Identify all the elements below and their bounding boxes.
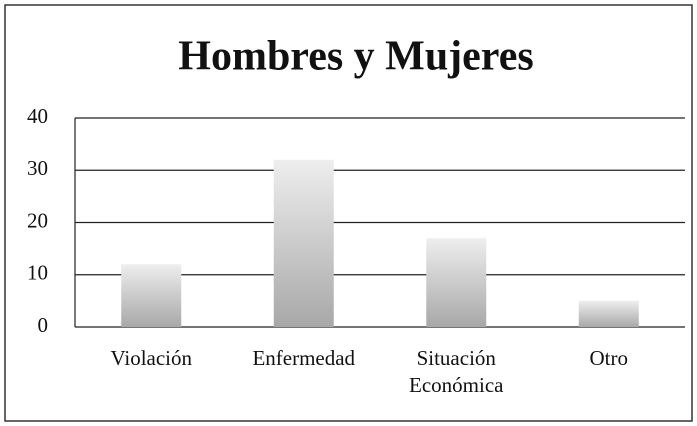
x-tick-label: Enfermedad: [252, 346, 355, 370]
x-tick-label: Otro: [590, 346, 629, 370]
x-tick-label: Situación Económica: [409, 346, 504, 397]
x-tick-label: Violación: [110, 346, 192, 370]
y-tick-label: 0: [38, 313, 49, 337]
bar: [426, 238, 487, 327]
y-tick-label: 30: [27, 156, 48, 180]
chart-frame: [4, 4, 693, 422]
y-tick-label: 10: [27, 261, 48, 285]
y-tick-label: 40: [27, 104, 48, 128]
bar: [273, 159, 334, 327]
bar: [578, 300, 639, 327]
bar: [121, 264, 182, 327]
y-tick-label: 20: [27, 208, 48, 232]
chart-title: Hombres y Mujeres: [178, 34, 533, 80]
